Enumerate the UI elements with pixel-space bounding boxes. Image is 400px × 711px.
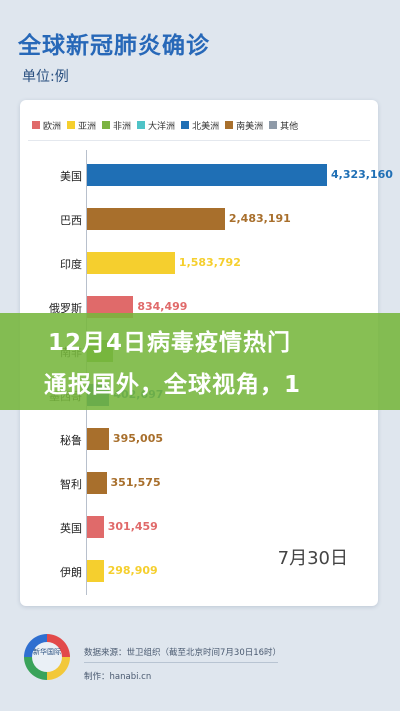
category-label: 俄罗斯 [49,302,82,315]
bar [87,252,175,274]
value-label: 1,583,792 [178,256,241,269]
legend-swatch [225,121,234,129]
value-label: 351,575 [110,476,161,489]
legend-item: 大洋洲 [137,118,175,132]
logo-text: 新华国际 [32,642,62,672]
legend-divider [28,140,370,141]
category-label: 秘鲁 [60,434,82,447]
legend: 欧洲 亚洲 非洲 大洋洲 北美洲 南美洲 其他 [32,118,298,132]
value-label: 301,459 [107,520,158,533]
value-label: 2,483,191 [228,212,291,225]
legend-swatch [32,121,40,129]
legend-item: 亚洲 [67,118,96,132]
category-label: 伊朗 [60,566,82,579]
bar [87,560,104,582]
legend-label: 北美洲 [192,121,220,132]
legend-swatch [67,121,76,129]
value-label: 395,005 [112,432,164,445]
footer-divider [84,662,278,663]
legend-item: 非洲 [102,118,131,132]
legend-swatch [269,121,278,129]
legend-label: 大洋洲 [148,121,176,132]
category-label: 巴西 [60,214,82,227]
legend-swatch [137,121,146,129]
legend-label: 非洲 [113,121,132,132]
data-source: 数据来源：世卫组织（截至北京时间7月30日16时） [84,648,282,658]
unit-label: 单位:例 [22,69,69,85]
legend-item: 其他 [269,118,298,132]
legend-item: 北美洲 [181,118,219,132]
legend-label: 南美洲 [236,121,264,132]
legend-swatch [181,121,190,129]
maker-credit: 制作：hanabi.cn [84,672,152,682]
legend-label: 亚洲 [78,121,97,132]
chart-title: 全球新冠肺炎确诊 [18,33,210,59]
legend-item: 欧洲 [32,118,61,132]
value-label: 4,323,160 [331,168,393,181]
legend-label: 欧洲 [43,121,62,132]
xinhua-logo-icon: 新华国际 [24,634,70,680]
headline-banner: 12月4日病毒疫情热门 通报国外，全球视角，1 [0,313,400,410]
value-label: 298,909 [107,564,158,577]
category-label: 美国 [60,170,82,183]
bar [87,428,109,450]
headline-line-1: 12月4日病毒疫情热门 [48,330,292,356]
headline-line-2: 通报国外，全球视角，1 [44,372,302,398]
bar [87,164,327,186]
category-label: 印度 [60,258,82,271]
legend-label: 其他 [280,121,299,132]
bar [87,516,104,538]
date-label: 7月30日 [277,548,348,569]
bar [87,296,134,318]
bar [87,208,225,230]
legend-item: 南美洲 [225,118,263,132]
bar [87,472,107,494]
bar-area: 美国 4,323,160 巴西 2,483,191 印度 1,583,792 俄罗斯 834,… [20,100,393,606]
category-label: 智利 [60,478,82,491]
category-label: 英国 [60,522,82,535]
legend-swatch [102,121,111,129]
value-label: 834,499 [137,300,188,313]
